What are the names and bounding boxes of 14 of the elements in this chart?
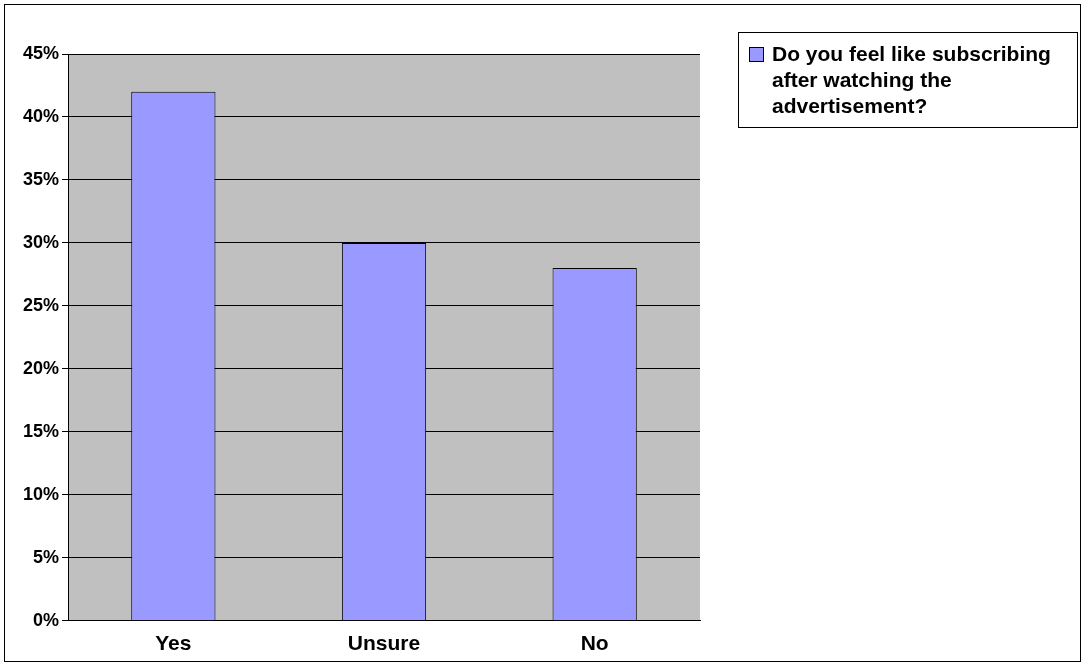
x-tick-label: No [580, 631, 609, 655]
y-tick-label: 25% [23, 294, 60, 315]
y-tick-label: 45% [23, 42, 60, 63]
x-tick-label: Unsure [347, 631, 421, 655]
y-tick-label: 35% [23, 168, 60, 189]
y-tick-label: 5% [33, 546, 60, 567]
y-tick-label: 10% [23, 483, 60, 504]
y-tick-label: 30% [23, 231, 60, 252]
y-tick-label: 20% [23, 357, 60, 378]
y-tick-label: 40% [23, 105, 60, 126]
legend-label: Do you feel like subscribing after watching the advertisement? [772, 41, 1052, 119]
y-tick-label: 0% [33, 609, 60, 630]
x-tick-label: Yes [155, 631, 192, 655]
y-tick-label: 15% [23, 420, 60, 441]
